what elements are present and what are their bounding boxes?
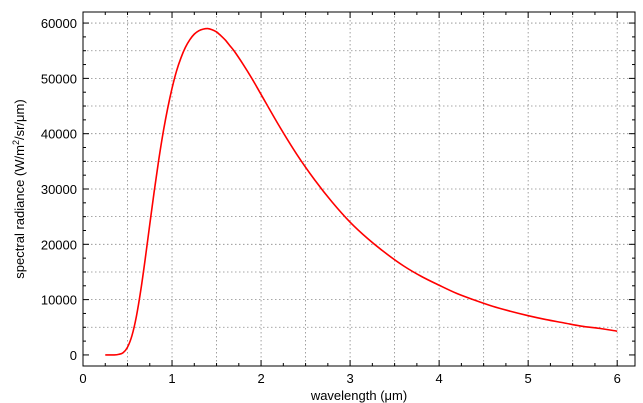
x-tick-label: 6	[614, 371, 621, 386]
x-tick-label: 3	[346, 371, 353, 386]
y-axis-label-pre: spectral radiance (W/m	[12, 145, 27, 279]
x-tick-label: 5	[525, 371, 532, 386]
label-layer: 0 1 2 3 4 5 6 0 10000 20000 30000 40000 50000 60000	[41, 16, 621, 386]
y-tick-label: 30000	[41, 182, 77, 197]
x-axis-label: wavelength (μm)	[310, 388, 407, 403]
y-tick-label: 10000	[41, 293, 77, 308]
y-axis-label-sup: 2	[11, 140, 21, 145]
series-layer	[105, 27, 618, 356]
y-tick-label: 50000	[41, 71, 77, 86]
x-tick-label: 0	[79, 371, 86, 386]
x-tick-label: 2	[257, 371, 264, 386]
x-tick-label: 4	[436, 371, 443, 386]
grid-layer	[83, 12, 635, 366]
x-tick-label: 1	[168, 371, 175, 386]
series-line	[105, 27, 618, 356]
y-tick-label: 20000	[41, 237, 77, 252]
y-axis-label-post: /sr/μm)	[12, 99, 27, 140]
y-tick-label: 60000	[41, 16, 77, 31]
plot-frame	[82, 11, 636, 367]
y-tick-label: 40000	[41, 127, 77, 142]
y-axis-label: spectral radiance (W/m2/sr/μm)	[11, 99, 27, 278]
y-tick-label: 0	[70, 348, 77, 363]
